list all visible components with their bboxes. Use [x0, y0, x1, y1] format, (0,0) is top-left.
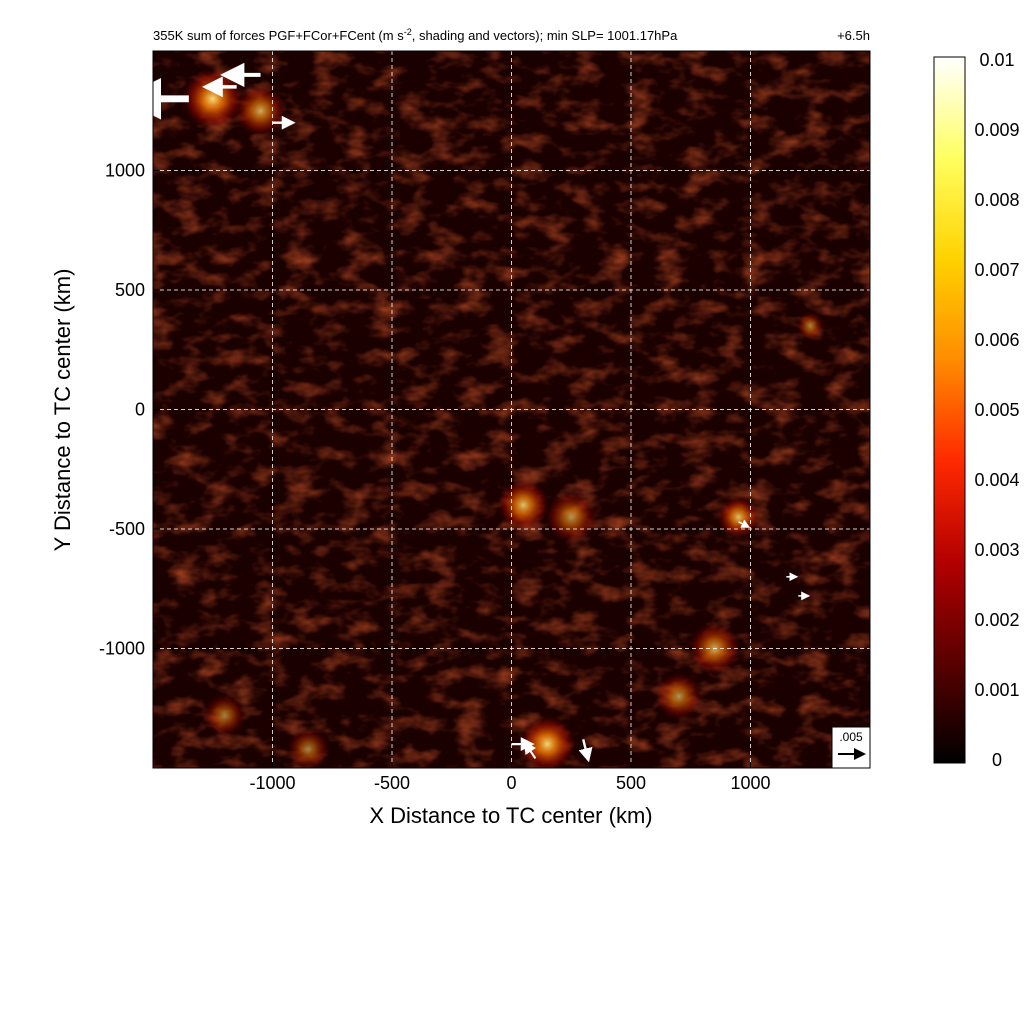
hotspot: [497, 478, 550, 532]
colorbar-tick-label: 0.01: [979, 50, 1014, 70]
y-axis-label: Y Distance to TC center (km): [50, 269, 75, 552]
colorbar-tick-label: 0.002: [974, 610, 1019, 630]
y-tick-label: 0: [135, 400, 145, 420]
x-tick-label: -500: [374, 773, 410, 793]
colorbar-tick-label: 0.001: [974, 680, 1019, 700]
colorbar: [933, 56, 966, 764]
hotspot: [286, 727, 330, 768]
chart-title: 355K sum of forces PGF+FCor+FCent (m s-2…: [153, 27, 678, 43]
reference-vector-label: .005: [839, 730, 863, 744]
x-axis-label: X Distance to TC center (km): [369, 803, 652, 828]
reference-vector-box: [831, 726, 870, 768]
colorbar-tick-label: 0.006: [974, 330, 1019, 350]
colorbar-tick-label: 0.007: [974, 260, 1019, 280]
x-tick-label: 500: [616, 773, 646, 793]
hotspot: [654, 672, 703, 721]
colorbar-tick-label: 0.008: [974, 190, 1019, 210]
y-tick-label: 1000: [105, 161, 145, 181]
colorbar-ticks: 0.01 0.009 0.008 0.007 0.006 0.005 0.004 0.003 0…: [974, 50, 1019, 770]
hotspot-layer: [181, 67, 825, 768]
hotspot: [234, 84, 287, 138]
x-axis: -1000 -500 0 500 1000: [249, 762, 771, 793]
hotspot: [795, 311, 825, 341]
colorbar-tick-label: 0.005: [974, 400, 1019, 420]
y-tick-label: -1000: [99, 639, 145, 659]
x-tick-label: 1000: [730, 773, 770, 793]
vector-layer: [153, 62, 811, 763]
hotspot: [717, 495, 761, 539]
plot-area: .005: [153, 51, 870, 768]
force-vector: [738, 519, 751, 528]
colorbar-tick-label: 0.003: [974, 540, 1019, 560]
hotspot: [203, 693, 247, 737]
colorbar-tick-label: 0.004: [974, 470, 1019, 490]
time-label: +6.5h: [837, 28, 870, 43]
force-vector: [523, 741, 537, 760]
colorbar-tick-label: 0: [992, 750, 1002, 770]
x-tick-label: -1000: [249, 773, 295, 793]
y-tick-label: 500: [115, 280, 145, 300]
hotspot: [181, 67, 244, 130]
hotspot: [544, 490, 598, 544]
y-axis: -1000 -500 0 500 1000: [99, 161, 159, 659]
reference-vector-key: .005: [831, 726, 870, 768]
y-tick-label: -500: [109, 519, 145, 539]
force-vector: [578, 739, 593, 763]
x-tick-label: 0: [506, 773, 516, 793]
grid-lines: [153, 51, 870, 768]
colorbar-tick-label: 0.009: [974, 120, 1019, 140]
